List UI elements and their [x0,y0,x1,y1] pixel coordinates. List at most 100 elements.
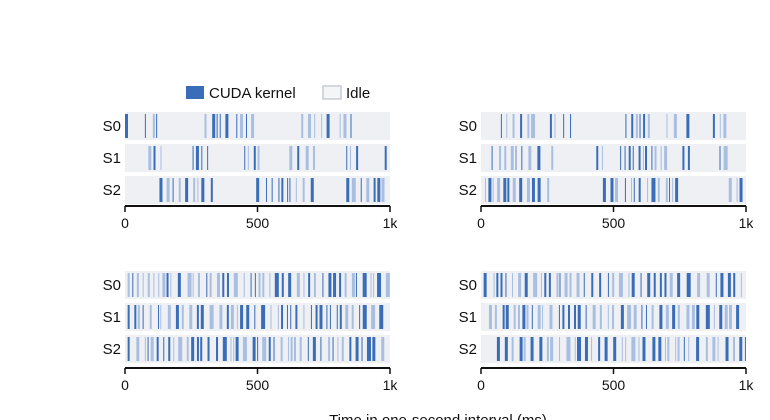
kernel-bar [620,146,622,170]
kernel-bar [736,305,740,329]
kernel-bar [144,337,146,361]
kernel-bar [607,305,609,329]
kernel-bar [349,337,352,361]
kernel-bar [147,337,149,361]
kernel-bar [592,305,596,329]
kernel-bar [265,178,267,202]
kernel-bar [677,273,681,297]
kernel-bar [150,337,154,361]
kernel-bar [167,305,171,329]
kernel-bar [631,114,634,138]
kernel-bar [181,305,184,329]
idle-track-s1 [481,144,746,172]
kernel-bar [654,146,657,170]
kernel-bar [660,146,662,170]
kernel-bar [641,305,643,329]
kernel-bar [505,273,507,297]
kernel-bar [539,337,543,361]
row-label-s0: S0 [459,118,477,135]
row-label-s0: S0 [459,277,477,294]
kernel-bar [377,273,382,297]
kernel-bar [591,273,594,297]
kernel-bar [168,337,171,361]
kernel-bar [326,305,328,329]
kernel-bar [574,305,576,329]
panel-bottom-right: S0 S1 S2 0 500 1k [459,271,754,393]
kernel-bar [326,114,330,138]
kernel-bar [524,273,528,297]
kernel-bar [350,114,352,138]
row-label-s1: S1 [103,309,121,326]
kernel-bar [691,305,695,329]
kernel-bar [559,337,561,361]
kernel-bar [527,114,530,138]
kernel-bar [339,114,341,138]
kernel-bar [624,178,626,202]
kernel-bar [201,146,203,170]
kernel-bar [301,114,304,138]
legend-label-idle: Idle [346,85,370,102]
kernel-bar [166,178,170,202]
kernel-bar [647,178,649,202]
kernel-bar [725,337,729,361]
kernel-bar [719,114,721,138]
kernel-bar [178,337,183,361]
kernel-bar [307,337,309,361]
kernel-bar [195,146,199,170]
kernel-bar [166,273,169,297]
legend-swatch-idle [322,85,342,100]
kernel-bar [537,178,541,202]
kernel-bar [280,337,283,361]
kernel-bar [319,305,323,329]
kernel-bar [226,273,229,297]
kernel-bar [251,114,255,138]
kernel-bar [556,273,559,297]
kernel-bar [328,337,331,361]
kernel-bar [540,273,542,297]
kernel-bar [373,178,376,202]
kernel-bar [196,337,199,361]
kernel-bar [574,337,576,361]
kernel-bar [219,114,221,138]
kernel-bar [286,305,288,329]
kernel-bar [645,146,648,170]
kernel-bar [652,337,656,361]
kernel-bar [247,146,249,170]
kernel-bar [504,146,507,170]
kernel-bar [344,273,347,297]
kernel-bar [310,305,312,329]
kernel-bar [240,305,244,329]
kernel-bar [134,305,137,329]
kernel-bar [628,273,630,297]
kernel-bar [288,273,292,297]
kernel-bar [127,305,130,329]
kernel-bar [645,305,647,329]
row-label-s1: S1 [103,150,121,167]
kernel-bar [366,337,371,361]
kernel-bar [504,337,508,361]
kernel-bar [144,114,146,138]
x-tick-label: 0 [121,377,129,393]
kernel-bar [384,146,387,170]
kernel-bar [496,337,500,361]
kernel-bar [651,178,656,202]
x-tick-label: 500 [602,377,626,393]
kernel-bar [346,178,350,202]
kernel-bar [686,114,690,138]
kernel-bar [548,273,551,297]
idle-track-s2 [481,176,746,204]
row-label-s1: S1 [459,150,477,167]
kernel-bar [492,178,494,202]
kernel-bar [351,273,355,297]
kernel-bar [271,178,273,202]
kernel-bar [197,273,200,297]
kernel-bar [142,273,144,297]
panel-top-left: S0 S1 S20 500 1k [103,112,398,231]
kernel-bar [612,305,615,329]
kernel-bar [302,178,305,202]
kernel-bar [632,146,634,170]
kernel-bar [496,273,499,297]
kernel-bar [519,178,523,202]
kernel-bar [521,146,523,170]
